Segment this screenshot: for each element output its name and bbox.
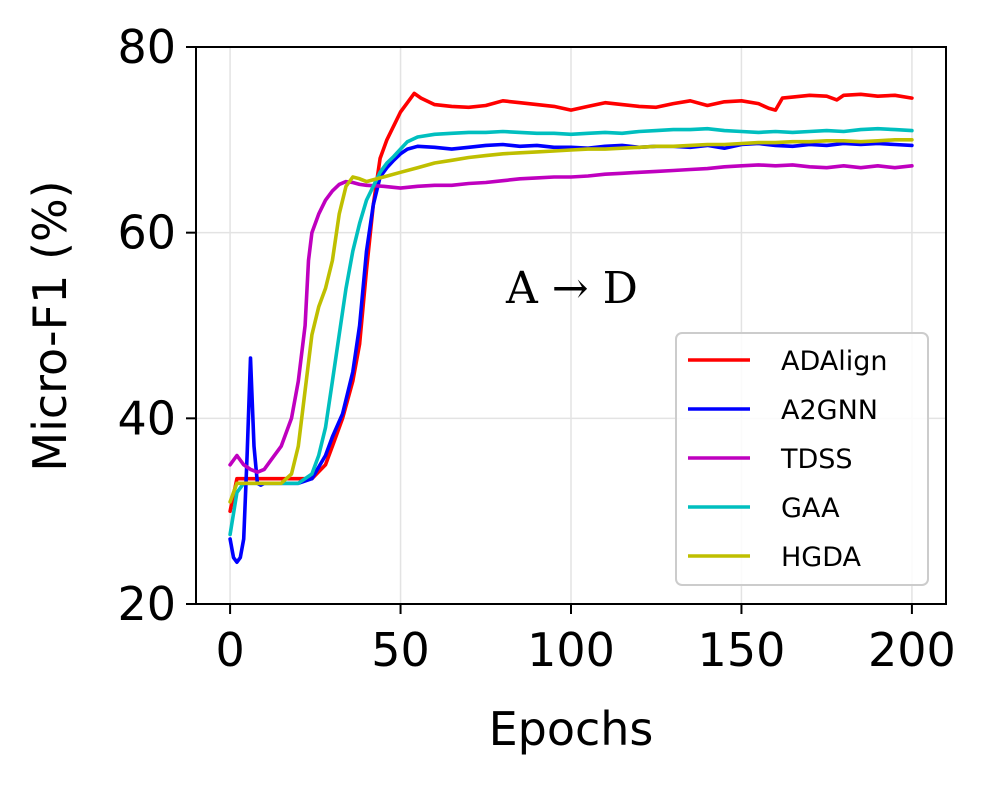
y-tick-label: 80 xyxy=(117,20,176,74)
series-line-adalign xyxy=(228,91,914,514)
legend-label-adalign: ADAlign xyxy=(781,346,888,377)
series-line-gaa xyxy=(228,126,914,537)
legend-label-tdss: TDSS xyxy=(780,444,853,475)
y-axis-label: Micro-F1 (%) xyxy=(23,180,77,471)
y-tick-label: 40 xyxy=(117,391,176,445)
legend-label-a2gnn: A2GNN xyxy=(781,395,878,426)
legend-box xyxy=(675,332,929,586)
x-tick-label: 0 xyxy=(215,623,244,677)
x-tick-label: 100 xyxy=(527,623,615,677)
x-tick-label: 50 xyxy=(371,623,430,677)
y-tick-label: 20 xyxy=(117,577,176,631)
series-line-hgda xyxy=(228,138,914,504)
x-axis-label: Epochs xyxy=(489,702,654,756)
tick-labels: 0 50 100 150 200 20 40 60 80 xyxy=(117,20,955,677)
legend-label-gaa: GAA xyxy=(781,493,840,524)
y-tick-label: 60 xyxy=(117,206,176,260)
x-tick-label: 200 xyxy=(868,623,956,677)
legend: ADAlign A2GNN TDSS GAA HGDA xyxy=(675,332,929,586)
series-lines xyxy=(228,91,914,565)
x-tick-label: 150 xyxy=(698,623,786,677)
legend-label-hgda: HGDA xyxy=(781,542,862,573)
series-line-tdss xyxy=(228,163,914,475)
domain-annotation: A → D xyxy=(505,263,638,314)
